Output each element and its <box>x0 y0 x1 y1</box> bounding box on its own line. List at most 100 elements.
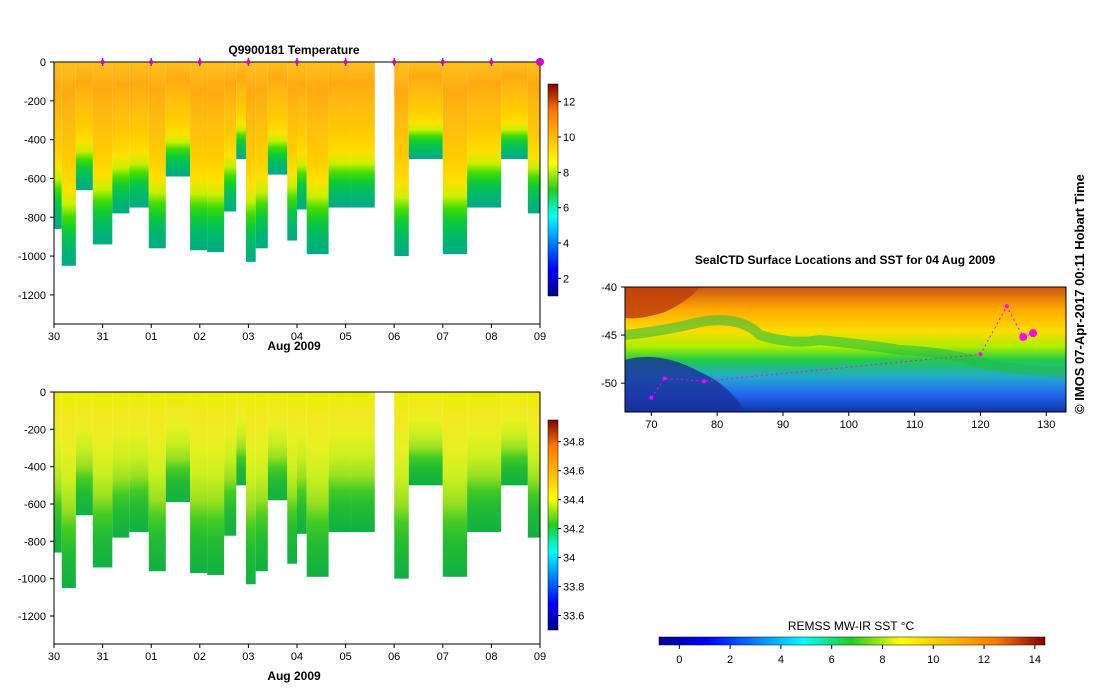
salinity-x-tick-label: 09 <box>534 651 546 663</box>
temperature-profile-column <box>129 62 149 208</box>
salinity-colorbar-tick-label: 34.6 <box>563 466 584 478</box>
salinity-x-tick-label: 06 <box>388 651 400 663</box>
sst-front <box>624 315 1067 377</box>
sst-colorbar-tick-label: 4 <box>778 654 784 666</box>
sst-y-tick-label: -50 <box>601 378 617 390</box>
profile-markers <box>100 58 544 66</box>
sst-x-ticks: 70 80 90 100 110 120 130 <box>645 412 1055 431</box>
profile-marker-dot <box>149 60 154 64</box>
salinity-profile-column <box>408 392 443 486</box>
temperature-colorbar-tick-label: 2 <box>563 273 569 285</box>
profile-marker-dot <box>295 60 299 64</box>
profile-marker-dot <box>489 60 494 64</box>
temperature-title: Q9900181 Temperature <box>228 43 360 57</box>
temperature-profile-column <box>287 62 297 241</box>
sst-y-tick-label: -45 <box>601 330 617 342</box>
sst-colorbar-ticks: 0 2 4 6 8 10 12 14 <box>676 645 1041 666</box>
temperature-x-tick-label: 06 <box>388 331 400 343</box>
salinity-profile-column <box>92 392 113 568</box>
salinity-y-tick-label: -800 <box>24 536 46 548</box>
sst-x-tick-label: 70 <box>645 419 657 431</box>
temperature-colorbar <box>547 83 559 297</box>
salinity-y-tick-label: -200 <box>24 424 46 436</box>
seal-position-dot <box>1029 329 1038 338</box>
temperature-profile-column <box>148 62 166 249</box>
profile-marker-dot <box>440 60 445 64</box>
sst-colorbar-tick-label: 14 <box>1029 654 1041 666</box>
salinity-profile-column <box>112 392 130 538</box>
salinity-profile-column <box>442 392 468 577</box>
sst-colorbar-tick-label: 0 <box>676 654 682 666</box>
sst-x-tick-label: 110 <box>906 419 924 431</box>
sst-x-tick-label: 100 <box>840 419 858 431</box>
temperature-profile-column <box>297 62 307 210</box>
seal-position-dot <box>1019 333 1028 341</box>
salinity-y-tick-label: -400 <box>24 462 46 474</box>
temperature-y-tick-label: -200 <box>24 96 46 108</box>
temperature-profile-column <box>527 62 540 214</box>
salinity-y-ticks: 0 -200 -400 -600 -800 -1000 -1200 <box>18 387 54 623</box>
temperature-x-tick-label: 03 <box>242 331 254 343</box>
salinity-xlabel: Aug 2009 <box>267 669 321 683</box>
salinity-profile-column <box>328 392 351 532</box>
salinity-data-gap <box>374 392 395 644</box>
temperature-colorbar-tick-label: 6 <box>563 203 569 215</box>
salinity-x-ticks: 30 31 01 02 03 04 05 06 07 08 09 <box>48 644 546 663</box>
sst-colorbar-tick-label: 10 <box>927 654 939 666</box>
salinity-profile-column <box>527 392 540 538</box>
temperature-profile-column <box>442 62 468 255</box>
salinity-y-tick-label: 0 <box>40 387 46 399</box>
temperature-x-tick-label: 07 <box>437 331 449 343</box>
sst-cold-southwest <box>625 356 745 412</box>
temperature-colorbar-ticks: 2 4 6 8 10 12 <box>558 97 575 285</box>
salinity-x-tick-label: 31 <box>96 651 108 663</box>
profile-marker-dot <box>343 60 348 64</box>
temperature-profiles <box>54 62 540 324</box>
temperature-profile-column <box>245 62 256 262</box>
sst-x-tick-label: 80 <box>711 419 723 431</box>
salinity-colorbar-tick-label: 33.8 <box>563 582 584 594</box>
temperature-y-tick-label: -1200 <box>18 290 46 302</box>
salinity-profile-column <box>297 392 307 534</box>
temperature-profile-column <box>112 62 130 214</box>
temperature-profile-column <box>306 62 329 255</box>
sst-x-tick-label: 90 <box>777 419 789 431</box>
temperature-profile-column <box>501 62 528 160</box>
salinity-y-tick-label: -600 <box>24 499 46 511</box>
sst-warm-northwest <box>625 287 700 319</box>
salinity-colorbar-ticks: 33.6 33.8 34 34.2 34.4 34.6 34.8 <box>558 437 584 623</box>
seal-position-dot <box>701 379 706 384</box>
sst-x-tick-label: 130 <box>1037 419 1055 431</box>
salinity-profile-column <box>255 392 268 572</box>
salinity-profile-column <box>207 392 225 575</box>
salinity-profile-column <box>287 392 297 564</box>
salinity-x-tick-label: 07 <box>437 651 449 663</box>
profile-marker-dot <box>536 58 544 66</box>
sst-map-border <box>624 286 1067 413</box>
temperature-y-tick-label: -600 <box>24 173 46 185</box>
salinity-y-tick-label: -1200 <box>18 611 46 623</box>
seal-position-dot <box>662 376 667 381</box>
temperature-profile-column <box>75 62 93 191</box>
sst-colorbar-tick-label: 8 <box>879 654 885 666</box>
salinity-profile-column <box>467 392 502 532</box>
temperature-colorbar-tick-label: 4 <box>563 238 569 250</box>
temperature-profile-column <box>165 62 191 177</box>
temperature-profile-column <box>255 62 268 249</box>
salinity-colorbar-tick-label: 34.8 <box>563 437 584 449</box>
temperature-profile-column <box>394 62 409 257</box>
seal-position-dot <box>649 395 654 400</box>
sst-y-tick-label: -40 <box>601 282 617 294</box>
salinity-colorbar-tick-label: 34.2 <box>563 524 584 536</box>
sst-colorbar <box>658 636 1046 646</box>
temperature-x-tick-label: 05 <box>339 331 351 343</box>
sst-map-panel: SealCTD Surface Locations and SST for 04… <box>601 253 1067 666</box>
salinity-profile-column <box>129 392 149 532</box>
sst-x-tick-label: 120 <box>971 419 989 431</box>
temperature-data-gap <box>374 62 395 324</box>
salinity-colorbar <box>547 419 559 631</box>
salinity-profile-column <box>394 392 409 579</box>
salinity-profiles <box>54 392 540 644</box>
temperature-profile-column <box>61 62 76 266</box>
sst-colorbar-label: REMSS MW-IR SST °C <box>788 619 915 633</box>
